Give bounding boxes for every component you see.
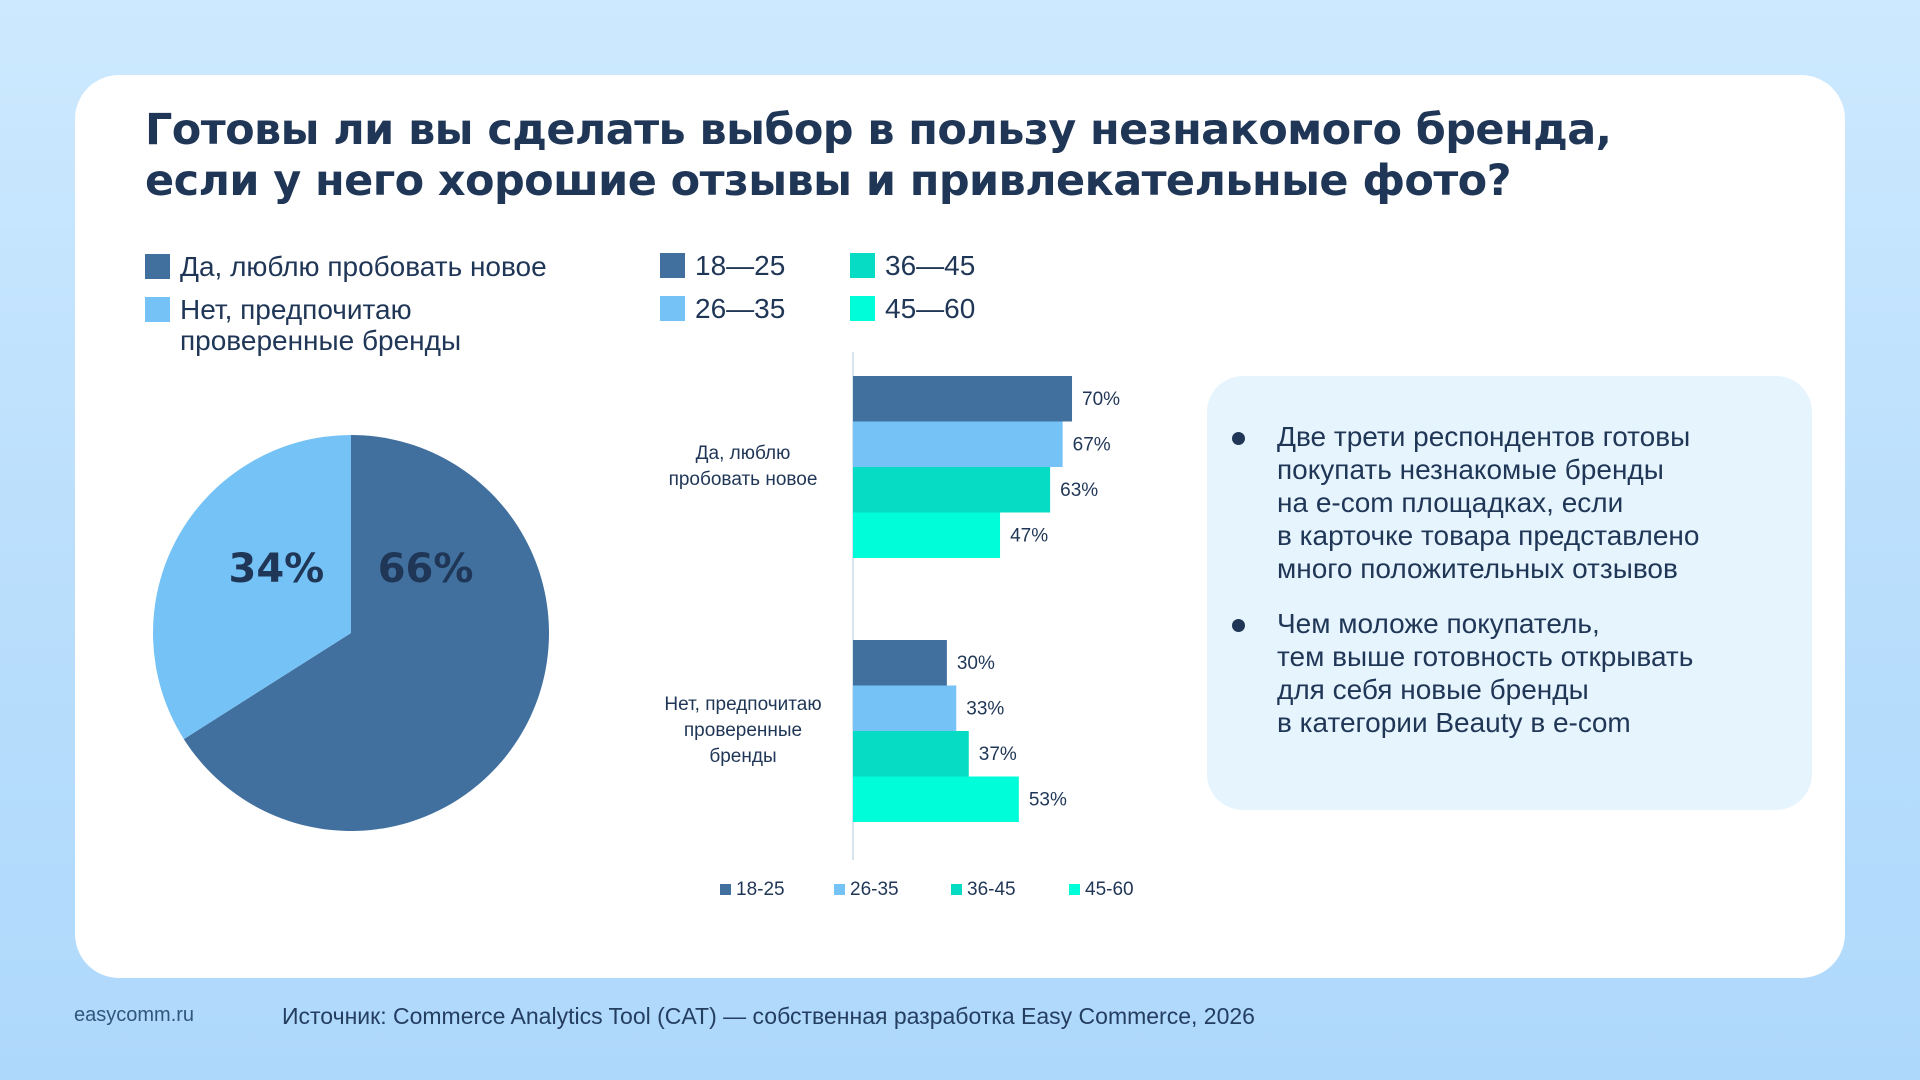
insight-item-1: Две трети респондентов готовы покупать н… bbox=[1232, 420, 1792, 585]
insight-1-line-1: Две трети респондентов готовы bbox=[1277, 421, 1691, 452]
pie-slice-label-2: 34% bbox=[229, 546, 325, 592]
pie-slice-label-1: 66% bbox=[378, 546, 474, 592]
category-label-1-line-1: Да, люблю bbox=[696, 443, 791, 464]
bar-45-60-cat-1 bbox=[853, 512, 1001, 558]
insight-2-line-1: Чем моложе покупатель, bbox=[1277, 608, 1600, 639]
age-legend-36-45-swatch bbox=[850, 253, 875, 278]
insight-2-line-2: тем выше готовность открывать bbox=[1277, 641, 1694, 672]
category-label-1-line-2: пробовать новое bbox=[669, 469, 818, 490]
age-legend-45-60-swatch bbox=[850, 296, 875, 321]
footer-source: Источник: Commerce Analytics Tool (CAT) … bbox=[282, 1003, 1255, 1029]
insight-item-2: Чем моложе покупатель, тем выше готовнос… bbox=[1232, 607, 1792, 739]
bottom-legend-swatch-45-60 bbox=[1069, 884, 1080, 895]
bar-26-35-cat-2 bbox=[853, 685, 957, 731]
bar-value-label-18-25-cat-1: 70% bbox=[1082, 389, 1120, 410]
bottom-legend-label-18-25: 18-25 bbox=[736, 879, 785, 900]
category-label-2-line-3: бренды bbox=[709, 746, 776, 767]
age-legend-18-25-swatch bbox=[660, 253, 685, 278]
bottom-legend-label-45-60: 45-60 bbox=[1085, 879, 1134, 900]
category-label-2-line-2: проверенные bbox=[684, 720, 802, 741]
pie-slice-2 bbox=[153, 435, 351, 740]
bar-value-label-26-35-cat-2: 33% bbox=[966, 698, 1004, 719]
footer-site[interactable]: easycomm.ru bbox=[74, 1004, 195, 1026]
bar-value-label-36-45-cat-2: 37% bbox=[979, 744, 1017, 765]
bar-36-45-cat-1 bbox=[853, 467, 1051, 513]
age-legend-45-60-label: 45—60 bbox=[885, 293, 976, 324]
bar-value-label-45-60-cat-2: 53% bbox=[1029, 789, 1067, 810]
bottom-legend-swatch-26-35 bbox=[834, 884, 845, 895]
age-legend-18-25-label: 18—25 bbox=[695, 250, 786, 281]
title-line-2: если у него хорошие отзывы и привлекател… bbox=[145, 156, 1512, 206]
bottom-legend-label-26-35: 26-35 bbox=[850, 879, 899, 900]
insights-box: Две трети респондентов готовы покупать н… bbox=[1207, 376, 1812, 810]
age-legend-18-25: 18—25 bbox=[660, 250, 786, 281]
bar-value-label-26-35-cat-1: 67% bbox=[1073, 434, 1111, 455]
bar-value-label-36-45-cat-1: 63% bbox=[1060, 480, 1098, 501]
insight-1-line-2: покупать незнакомые бренды bbox=[1277, 454, 1664, 485]
age-legend-26-35-label: 26—35 bbox=[695, 293, 786, 324]
bottom-legend-swatch-36-45 bbox=[951, 884, 962, 895]
bottom-legend-swatch-18-25 bbox=[720, 884, 731, 895]
pie-legend-yes: Да, люблю пробовать новое bbox=[145, 251, 610, 282]
age-legend-36-45-label: 36—45 bbox=[885, 250, 976, 281]
bar-36-45-cat-2 bbox=[853, 731, 969, 777]
insight-1-line-4: в карточке товара представлено bbox=[1277, 520, 1700, 551]
age-legend-26-35: 26—35 bbox=[660, 293, 786, 324]
bar-26-35-cat-1 bbox=[853, 421, 1063, 467]
bar-18-25-cat-1 bbox=[853, 376, 1073, 422]
pie-legend-yes-swatch bbox=[145, 254, 170, 279]
insight-2-line-4: в категории Beauty в e-com bbox=[1277, 707, 1631, 738]
title-line-1: Готовы ли вы сделать выбор в пользу незн… bbox=[145, 105, 1612, 155]
bar-value-label-18-25-cat-2: 30% bbox=[957, 653, 995, 674]
pie-legend-no: Нет, предпочитаю проверенные бренды bbox=[145, 294, 610, 356]
insight-2-line-3: для себя новые бренды bbox=[1277, 674, 1589, 705]
insight-1-line-5: много положительных отзывов bbox=[1277, 553, 1678, 584]
insight-1-line-3: на e-com площадках, если bbox=[1277, 487, 1624, 518]
pie-legend-yes-label: Да, люблю пробовать новое bbox=[180, 251, 547, 282]
age-legend-26-35-swatch bbox=[660, 296, 685, 321]
age-legend-36-45: 36—45 bbox=[850, 250, 976, 281]
age-legend-45-60: 45—60 bbox=[850, 293, 976, 324]
page-title: Готовы ли вы сделать выбор в пользу незн… bbox=[145, 105, 1612, 207]
bar-value-label-45-60-cat-1: 47% bbox=[1010, 525, 1048, 546]
bottom-legend-label-36-45: 36-45 bbox=[967, 879, 1016, 900]
bar-45-60-cat-2 bbox=[853, 776, 1019, 822]
pie-slice-1 bbox=[183, 435, 550, 832]
pie-legend-no-swatch bbox=[145, 297, 170, 322]
bar-18-25-cat-2 bbox=[853, 640, 947, 686]
pie-legend-no-label: Нет, предпочитаю проверенные бренды bbox=[180, 294, 462, 356]
category-label-2-line-1: Нет, предпочитаю bbox=[664, 694, 821, 715]
bullet-dot-icon bbox=[1232, 432, 1245, 445]
bullet-dot-icon bbox=[1232, 619, 1245, 632]
